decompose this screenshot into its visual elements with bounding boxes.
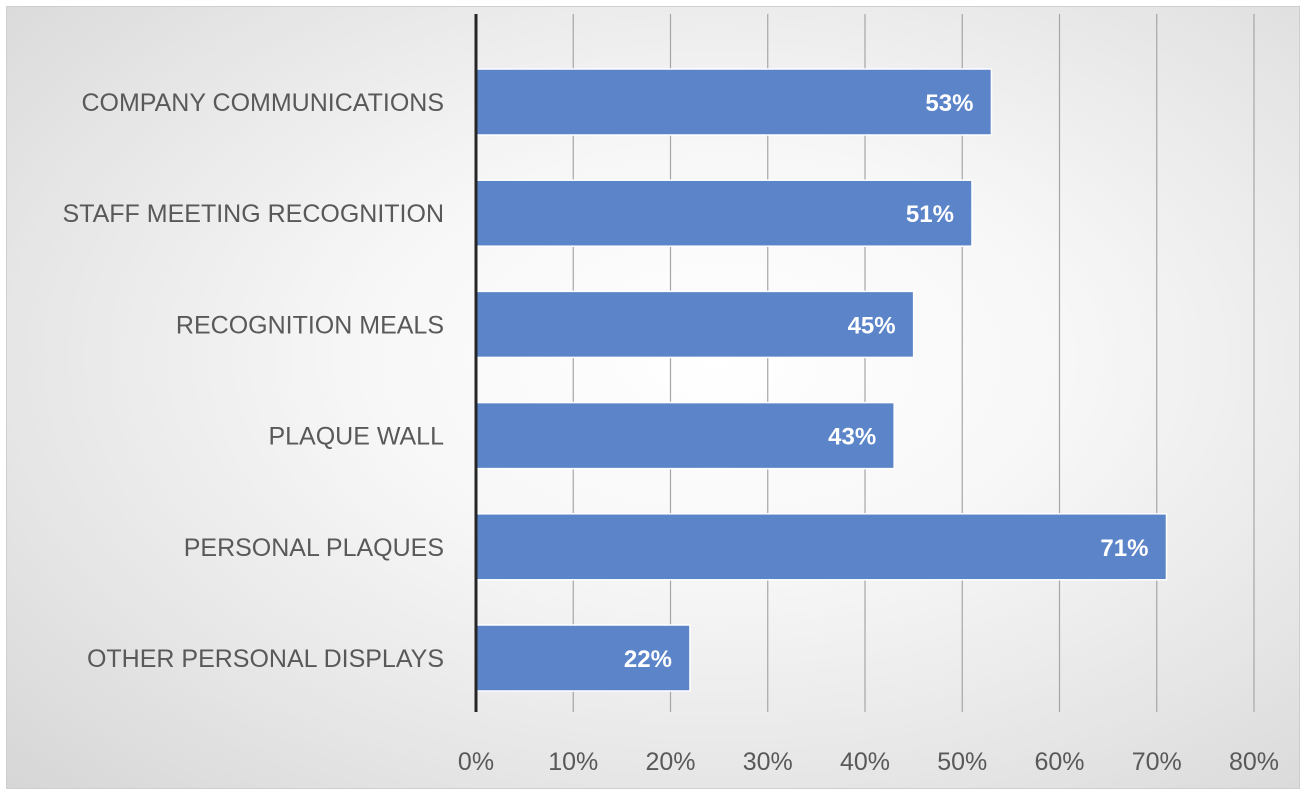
- x-tick-label: 60%: [1034, 748, 1084, 776]
- x-tick-label: 10%: [548, 748, 598, 776]
- data-label: 53%: [925, 90, 973, 117]
- data-label: 51%: [906, 201, 954, 228]
- x-tick-label: 0%: [458, 748, 494, 776]
- bar: [475, 513, 1168, 581]
- category-label: PLAQUE WALL: [268, 423, 444, 451]
- x-tick-label: 30%: [743, 748, 793, 776]
- x-tick-label: 50%: [937, 748, 987, 776]
- category-label: OTHER PERSONAL DISPLAYS: [87, 645, 444, 673]
- bar: [475, 401, 895, 470]
- x-tick-label: 70%: [1132, 748, 1182, 776]
- category-label: COMPANY COMMUNICATIONS: [81, 89, 444, 117]
- bar: [475, 179, 973, 247]
- bar: [475, 624, 691, 692]
- x-tick-labels: 0% 10% 20% 30% 40% 50% 60% 70% 80%: [458, 748, 1279, 776]
- data-label: 71%: [1100, 535, 1148, 562]
- x-tick-label: 20%: [645, 748, 695, 776]
- category-labels: COMPANY COMMUNICATIONS STAFF MEETING RECO…: [63, 89, 445, 673]
- bars: [475, 68, 1168, 692]
- data-label: 22%: [624, 646, 672, 673]
- category-label: RECOGNITION MEALS: [176, 311, 444, 339]
- bar: [475, 68, 993, 136]
- category-label: PERSONAL PLAQUES: [184, 534, 444, 562]
- data-label: 43%: [828, 424, 876, 451]
- x-tick-label: 40%: [840, 748, 890, 776]
- data-label: 45%: [848, 312, 896, 339]
- data-labels: 53% 51% 45% 43% 71% 22%: [624, 90, 1149, 673]
- category-label: STAFF MEETING RECOGNITION: [63, 200, 444, 228]
- bar: [475, 290, 915, 359]
- x-tick-label: 80%: [1229, 748, 1279, 776]
